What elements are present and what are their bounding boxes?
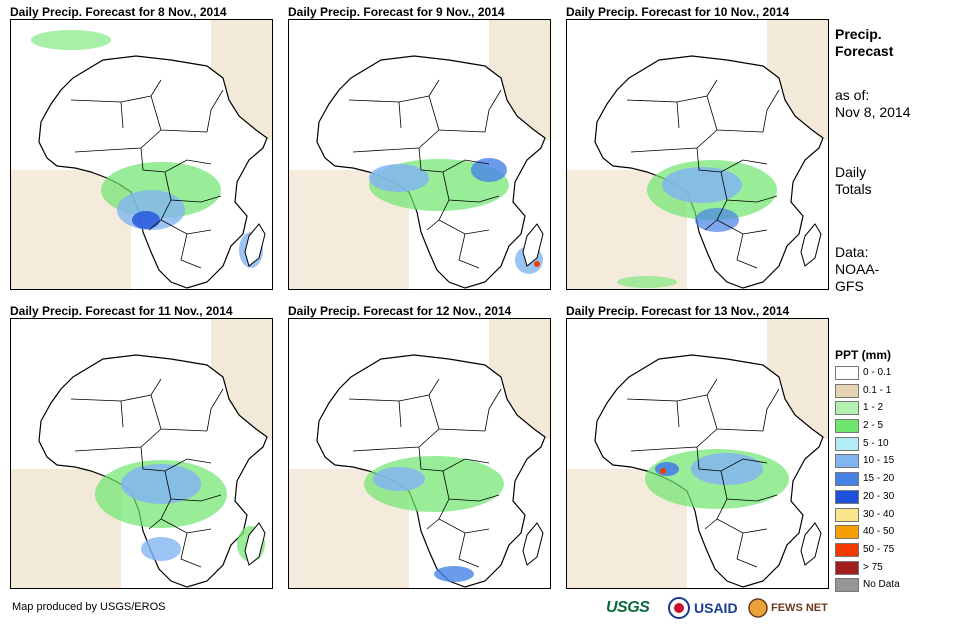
usaid-seal-icon	[668, 595, 690, 621]
legend-item: 40 - 50	[835, 524, 963, 542]
logo-strip: USGS USAID FEWS NET	[606, 595, 831, 621]
legend-item: 10 - 15	[835, 453, 963, 471]
daily-line2: Totals	[835, 181, 872, 197]
precip-map	[10, 318, 273, 589]
data-line1: Data:	[835, 244, 869, 260]
fews-net-logo: FEWS NET	[748, 595, 828, 621]
usgs-logo-text: USGS	[606, 599, 650, 616]
map-credit: Map produced by USGS/EROS	[12, 601, 166, 613]
ppt-legend: PPT (mm) 0 - 0.1 0.1 - 1 1 - 2 2 - 5 5 - 10 1…	[835, 348, 963, 595]
legend-label: 5 - 10	[863, 437, 889, 449]
legend-swatch	[835, 578, 859, 593]
legend-label: 0 - 0.1	[863, 367, 892, 378]
legend-swatch	[835, 507, 859, 522]
forecast-panel-nov-9: Daily Precip. Forecast for 9 Nov., 2014	[288, 5, 551, 293]
legend-item: 50 - 75	[835, 542, 963, 560]
data-source: Data: NOAA- GFS	[835, 244, 879, 295]
legend-label: 30 - 40	[863, 508, 895, 520]
legend-item: 30 - 40	[835, 507, 963, 525]
precip-map	[566, 19, 829, 290]
legend-label: 15 - 20	[863, 473, 895, 485]
legend-label: > 75	[863, 561, 883, 573]
legend-swatch	[835, 419, 859, 434]
usgs-logo: USGS	[606, 595, 650, 621]
legend-item: 2 - 5	[835, 418, 963, 436]
legend-swatch	[835, 560, 859, 575]
legend-swatch	[835, 366, 859, 380]
panel-title: Daily Precip. Forecast for 11 Nov., 2014	[10, 304, 233, 318]
panel-title: Daily Precip. Forecast for 9 Nov., 2014	[288, 5, 505, 19]
legend-item: 1 - 2	[835, 400, 963, 418]
side-title: Precip. Forecast	[835, 26, 893, 60]
legend-item: 15 - 20	[835, 471, 963, 489]
legend-swatch	[835, 472, 859, 487]
forecast-panel-nov-8: Daily Precip. Forecast for 8 Nov., 2014	[10, 5, 273, 293]
panel-title: Daily Precip. Forecast for 12 Nov., 2014	[288, 304, 512, 318]
forecast-panel-nov-10: Daily Precip. Forecast for 10 Nov., 2014	[566, 5, 829, 293]
usaid-logo: USAID	[694, 595, 738, 621]
legend-swatch	[835, 542, 859, 557]
legend-title: PPT (mm)	[835, 348, 892, 362]
data-line2: NOAA-	[835, 261, 880, 277]
legend-swatch	[835, 401, 859, 416]
side-title-line1: Precip.	[835, 26, 882, 42]
legend-label: 50 - 75	[863, 543, 895, 555]
legend-label: 2 - 5	[863, 420, 884, 432]
fews-globe-icon	[748, 598, 768, 618]
legend-item: 0 - 0.1	[835, 365, 963, 383]
africa-map-graphic	[11, 20, 272, 289]
legend-item: 0.1 - 1	[835, 383, 963, 401]
precip-map	[566, 318, 829, 589]
africa-map-graphic	[567, 20, 828, 289]
precip-map	[288, 318, 551, 589]
forecast-panel-nov-13: Daily Precip. Forecast for 13 Nov., 2014	[566, 304, 829, 592]
panel-title: Daily Precip. Forecast for 8 Nov., 2014	[10, 5, 227, 19]
daily-totals-label: Daily Totals	[835, 164, 872, 198]
africa-map-graphic	[289, 20, 550, 289]
legend-label: 0.1 - 1	[863, 384, 892, 396]
precip-map	[288, 19, 551, 290]
forecast-panel-nov-12: Daily Precip. Forecast for 12 Nov., 2014	[288, 304, 551, 592]
legend-item: No Data	[835, 577, 963, 595]
legend-swatch	[835, 383, 859, 398]
usaid-logo-text: USAID	[694, 600, 738, 616]
panel-title: Daily Precip. Forecast for 10 Nov., 2014	[566, 5, 790, 19]
legend-label: 10 - 15	[863, 455, 895, 467]
daily-line1: Daily	[835, 164, 867, 180]
africa-map-graphic	[289, 319, 550, 588]
legend-swatch	[835, 454, 859, 469]
legend-swatch	[835, 436, 859, 451]
legend-label: No Data	[863, 579, 900, 591]
as-of-label: as of:	[835, 87, 870, 103]
legend-swatch	[835, 489, 859, 504]
africa-map-graphic	[11, 319, 272, 588]
legend-item: 5 - 10	[835, 436, 963, 454]
as-of-value: Nov 8, 2014	[835, 104, 911, 120]
side-title-line2: Forecast	[835, 43, 894, 59]
legend-item: 20 - 30	[835, 489, 963, 507]
forecast-panel-nov-11: Daily Precip. Forecast for 11 Nov., 2014	[10, 304, 273, 592]
fews-logo-text: FEWS NET	[771, 602, 828, 614]
legend-label: 1 - 2	[863, 402, 884, 414]
legend-label: 20 - 30	[863, 490, 895, 502]
legend-swatch	[835, 525, 859, 540]
legend-item: > 75	[835, 560, 963, 578]
africa-map-graphic	[567, 319, 828, 588]
panel-title: Daily Precip. Forecast for 13 Nov., 2014	[566, 304, 790, 318]
as-of-date: as of: Nov 8, 2014	[835, 87, 911, 121]
precip-map	[10, 19, 273, 290]
data-line3: GFS	[835, 278, 864, 294]
legend-rows: 0 - 0.1 0.1 - 1 1 - 2 2 - 5 5 - 10 10 - 15 15 …	[835, 365, 963, 595]
legend-label: 40 - 50	[863, 526, 895, 538]
